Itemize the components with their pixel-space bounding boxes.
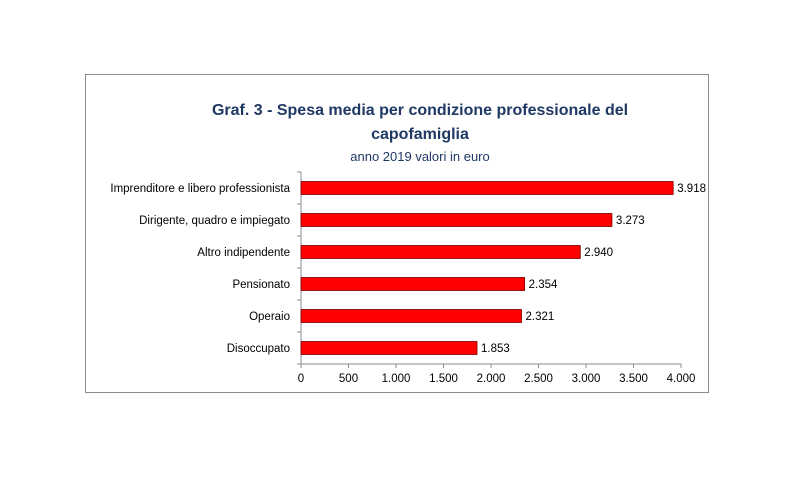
value-label: 3.918 [677, 183, 706, 195]
x-tick-label: 0 [298, 373, 304, 385]
bar [300, 213, 613, 227]
chart-subtitle: anno 2019 valori in euro [350, 149, 490, 164]
x-tick-label: 2.500 [524, 373, 553, 385]
x-tick-label: 3.500 [619, 373, 648, 385]
bar [300, 341, 478, 355]
value-label: 2.940 [584, 247, 613, 259]
x-tick-label: 1.000 [382, 373, 411, 385]
x-tick-label: 4.000 [667, 373, 696, 385]
category-label: Altro indipendente [197, 247, 290, 259]
bar [300, 245, 581, 259]
category-label: Pensionato [232, 279, 290, 291]
category-label: Imprenditore e libero professionista [110, 183, 290, 195]
value-label: 1.853 [481, 343, 510, 355]
value-label: 3.273 [616, 215, 645, 227]
bar [300, 181, 674, 195]
x-tick-label: 2.000 [477, 373, 506, 385]
bar [300, 309, 522, 323]
value-label: 2.321 [525, 311, 554, 323]
chart-title: Graf. 3 - Spesa media per condizione pro… [211, 102, 629, 143]
bar [300, 277, 526, 291]
category-label: Dirigente, quadro e impiegato [139, 215, 290, 227]
category-label: Disoccupato [227, 343, 290, 355]
x-tick-label: 3.000 [572, 373, 601, 385]
value-label: 2.354 [529, 279, 558, 291]
x-tick-label: 1.500 [429, 373, 458, 385]
chart-frame [85, 74, 709, 393]
x-tick-label: 500 [339, 373, 358, 385]
category-label: Operaio [249, 311, 290, 323]
